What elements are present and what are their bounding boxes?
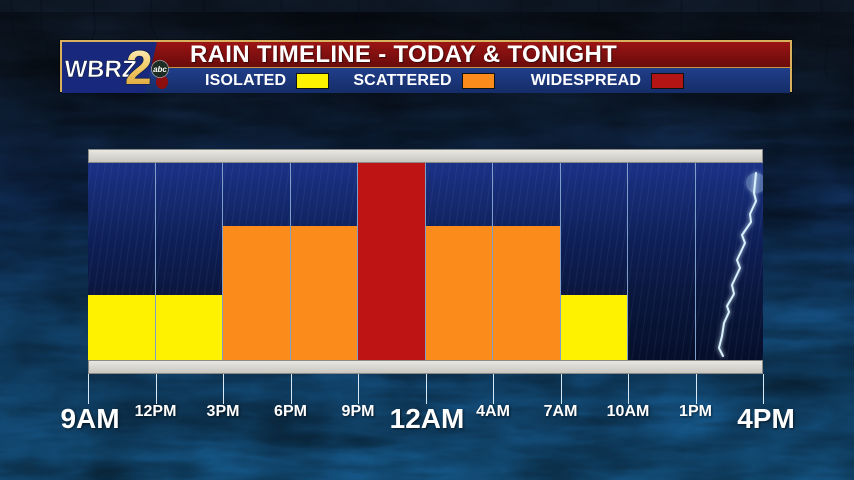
svg-text:2: 2 <box>124 42 153 93</box>
svg-text:abc: abc <box>153 65 167 74</box>
